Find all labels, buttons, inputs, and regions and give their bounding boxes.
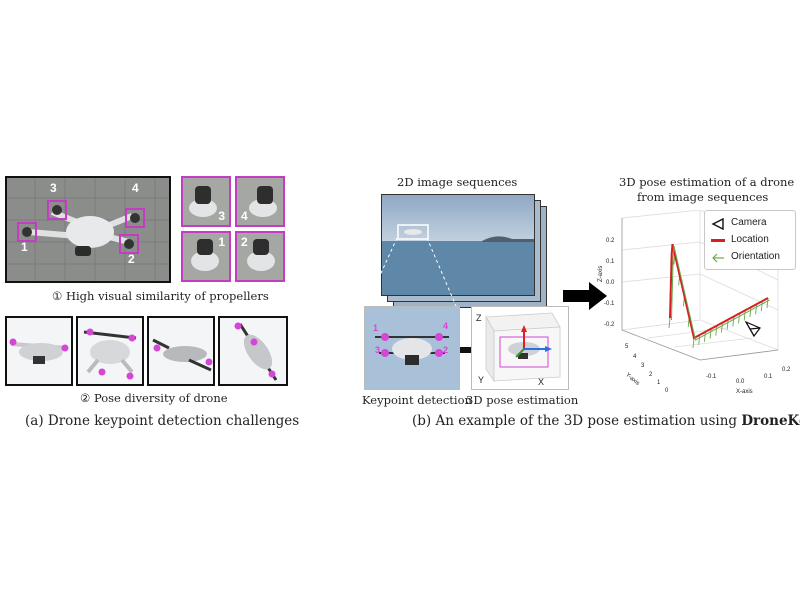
propeller-crop-art [183, 233, 229, 280]
x-axis-label: X-axis [736, 389, 753, 395]
pose-estimation-box: Z Y X [471, 306, 569, 390]
x-tick-1: 0.0 [736, 379, 745, 385]
orientation-arrow [749, 307, 752, 318]
detect-label-1: 1 [373, 323, 379, 333]
mini-axis-y: Y [478, 375, 485, 385]
orientation-trajectory [671, 245, 770, 341]
camera-marker [744, 320, 761, 338]
sequence-frame-front [381, 194, 535, 296]
caption-panel-b-method: DroneKey [741, 413, 800, 429]
orientation-arrow [760, 301, 763, 312]
legend-location-label: Location [731, 234, 769, 245]
z-tick-1: 0.1 [606, 259, 615, 265]
z-tick-4: -0.2 [604, 322, 615, 328]
pose-drone-art [149, 318, 213, 384]
crop-label-3: 3 [218, 209, 225, 223]
keypoint-label-4: 4 [132, 181, 139, 195]
crop-label-4: 4 [241, 209, 248, 223]
sea-scene [382, 195, 534, 295]
keypoint-label-3: 3 [50, 181, 57, 195]
pose-drone-art [78, 318, 142, 384]
orientation-arrow [703, 331, 706, 342]
keypoint-label-1: 1 [21, 240, 28, 254]
plot-legend: Camera Location Orientation [704, 210, 796, 270]
big-arrow-right-icon [563, 282, 607, 310]
pose-photo-3 [147, 316, 215, 386]
crop-label-2: 2 [241, 235, 248, 249]
orientation-arrow [732, 316, 735, 327]
orientation-arrow [668, 317, 671, 329]
orientation-arrow [721, 322, 723, 333]
orientation-arrow [726, 319, 729, 330]
detect-label-3: 3 [375, 345, 381, 355]
detect-label-4b: 4 [443, 321, 449, 331]
y-tick-1: 4 [633, 354, 637, 360]
crop-label-1: 1 [218, 235, 225, 249]
orientation-arrow [766, 297, 769, 309]
pose-photo-1 [5, 316, 73, 386]
z-tick-2: 0.0 [606, 280, 615, 286]
legend-location-row: Location [711, 234, 795, 248]
pose-photo-4 [218, 316, 288, 386]
pose-drone-art [220, 318, 286, 384]
sequences-label: 2D image sequences [397, 175, 518, 189]
orientation-arrow [715, 325, 718, 336]
mini-axis-z: Z [476, 313, 482, 323]
legend-camera-row: Camera [711, 217, 795, 231]
y-tick-3: 2 [649, 372, 653, 378]
orientation-arrow [709, 328, 712, 339]
location-trajectory [669, 243, 769, 340]
pose-drone-art [7, 318, 71, 384]
location-legend-swatch [711, 239, 725, 242]
propeller-crop-4: 4 [235, 176, 285, 227]
orientation-arrow [743, 310, 746, 321]
plot-title-line1: 3D pose estimation of a drone [619, 175, 795, 189]
plot-title-line2: from image sequences [637, 190, 769, 204]
trajectory-layer [668, 243, 770, 349]
propeller-crop-art [183, 178, 229, 225]
orientation-legend-icon [712, 253, 724, 263]
propeller-crop-art [237, 233, 283, 280]
caption-similarity: ① High visual similarity of propellers [52, 289, 269, 303]
caption-panel-a: (a) Drone keypoint detection challenges [25, 413, 300, 429]
caption-pose: ② Pose diversity of drone [80, 391, 228, 405]
detection-drone-art [365, 307, 459, 389]
detect-label-2: 2 [443, 345, 449, 355]
z-tick-3: -0.1 [604, 301, 615, 307]
orientation-arrow [738, 313, 740, 324]
orientation-arrow [698, 334, 701, 345]
camera-legend-icon [711, 218, 724, 230]
pose-estimation-label: 3D pose estimation [466, 393, 579, 407]
propeller-crop-1: 1 [181, 231, 231, 282]
y-tick-4: 1 [657, 380, 661, 386]
x-tick-0: -0.1 [706, 374, 717, 380]
caption-panel-b-text: (b) An example of the 3D pose estimation… [412, 413, 742, 429]
propeller-crop-2: 2 [235, 231, 285, 282]
y-tick-0: 5 [625, 344, 629, 350]
propeller-crop-3: 3 [181, 176, 231, 227]
mini-axis-x: X [538, 377, 545, 387]
propeller-group [22, 205, 140, 249]
drone-top-illustration [7, 178, 169, 281]
orientation-arrow [692, 337, 695, 349]
legend-camera-label: Camera [731, 217, 767, 228]
mini-3d-axes [485, 312, 561, 383]
keypoint-detection-label: Keypoint detection [362, 393, 472, 407]
keypoint-detection-image: 3 4 2 1 [364, 306, 460, 390]
orientation-arrow [755, 304, 758, 315]
z-tick-0: 0.2 [606, 238, 615, 244]
z-axis-label: Z-axis [598, 265, 604, 282]
propeller-crop-art [237, 178, 283, 225]
caption-panel-b: (b) An example of the 3D pose estimation… [412, 413, 800, 429]
legend-orientation-label: Orientation [731, 251, 780, 262]
y-tick-2: 3 [641, 363, 645, 369]
legend-orientation-row: Orientation [711, 251, 795, 265]
x-tick-2: 0.1 [764, 374, 773, 380]
drone-top-photo: 3 4 1 2 [5, 176, 171, 283]
pose-photo-2 [76, 316, 144, 386]
x-tick-3: 0.2 [782, 367, 791, 373]
keypoint-label-2: 2 [128, 252, 135, 266]
y-tick-5: 0 [665, 388, 669, 394]
